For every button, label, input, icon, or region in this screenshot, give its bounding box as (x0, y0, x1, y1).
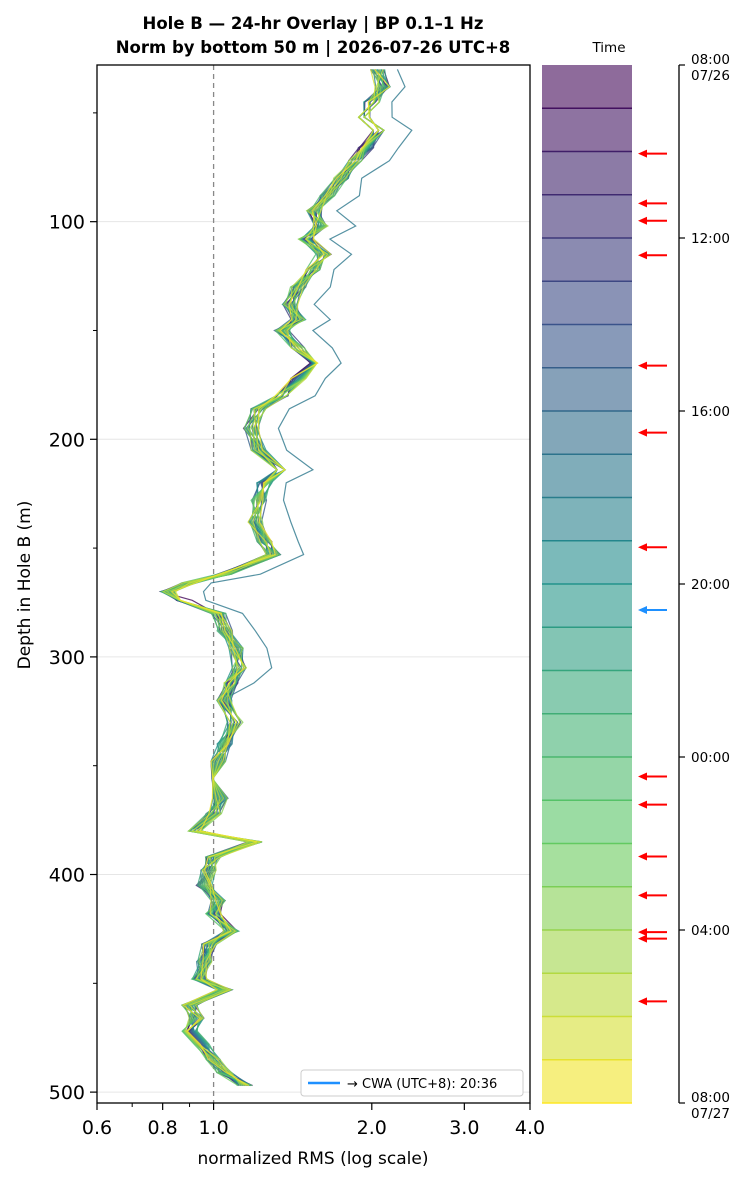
legend-box (300, 1069, 524, 1097)
y-tick-label: 400 (49, 865, 85, 887)
x-tick-label: 3.0 (449, 1117, 479, 1139)
colorbar-bin (542, 584, 632, 628)
colorbar-bin (542, 281, 632, 325)
x-axis-ticks: 0.6 0.8 1.0 2.0 3.0 4.0 (82, 1103, 545, 1139)
chart-title-line2: Norm by bottom 50 m | 2026-07-26 UTC+8 (116, 38, 511, 58)
event-arrow-head (638, 934, 647, 943)
colorbar-bin (542, 886, 632, 930)
colorbar-tick-label: 16:00 (691, 404, 730, 420)
colorbar-bin (542, 454, 632, 498)
y-axis-ticks: 100 200 300 400 500 (49, 112, 97, 1104)
colorbar-bin (542, 1059, 632, 1103)
y-tick-label: 500 (49, 1082, 85, 1104)
x-tick-label: 1.0 (198, 1117, 228, 1139)
colorbar-bin (542, 194, 632, 238)
colorbar-tick-label: 20:00 (691, 577, 730, 593)
colorbar-event-arrows (638, 149, 667, 1006)
event-arrow-head (638, 928, 647, 937)
x-axis-label: normalized RMS (log scale) (198, 1149, 429, 1169)
colorbar-bin (542, 65, 632, 109)
colorbar-ticks: 08:0007/2612:0016:0020:0000:0004:0008:00… (679, 52, 730, 1122)
event-arrow-head (638, 251, 647, 260)
colorbar (542, 65, 632, 1104)
y-axis-label: Depth in Hole B (m) (15, 501, 35, 670)
colorbar-bin (542, 713, 632, 757)
colorbar-tick-sublabel: 07/26 (691, 68, 730, 84)
legend: → CWA (UTC+8): 20:36 (300, 1069, 524, 1097)
colorbar-bin (542, 973, 632, 1017)
event-arrow-head (638, 997, 647, 1006)
colorbar-bin (542, 627, 632, 671)
x-tick-label: 0.8 (148, 1117, 178, 1139)
y-tick-label: 100 (49, 212, 85, 234)
colorbar-bin (542, 497, 632, 541)
colorbar-label: Time (591, 40, 625, 56)
colorbar-bin (542, 238, 632, 282)
event-arrow-head (638, 800, 647, 809)
colorbar-bin (542, 757, 632, 801)
colorbar-tick-label: 00:00 (691, 750, 730, 766)
colorbar-bin (542, 800, 632, 844)
colorbar-tick-sublabel: 07/27 (691, 1106, 730, 1122)
colorbar-bin (542, 367, 632, 411)
highlight-arrow-head (638, 605, 647, 614)
event-arrow-head (638, 428, 647, 437)
x-tick-label: 2.0 (357, 1117, 387, 1139)
colorbar-bin (542, 108, 632, 152)
colorbar-bin (542, 1016, 632, 1060)
event-arrow-head (638, 852, 647, 861)
event-arrow-head (638, 361, 647, 370)
series-line-20 (165, 69, 380, 1087)
event-arrow-head (638, 216, 647, 225)
series-line-23 (170, 69, 391, 1087)
y-tick-label: 200 (49, 429, 85, 451)
plot-frame (96, 64, 531, 1104)
grid-lines (97, 221, 530, 1093)
event-arrow-head (638, 149, 647, 158)
colorbar-tick-label: 08:00 (691, 52, 730, 68)
colorbar-tick-label: 12:00 (691, 231, 730, 247)
chart-title-line1: Hole B — 24-hr Overlay | BP 0.1–1 Hz (143, 14, 484, 34)
colorbar-bin (542, 411, 632, 455)
colorbar-bin (542, 670, 632, 714)
colorbar-bin (542, 843, 632, 887)
colorbar-tick-label: 08:00 (691, 1090, 730, 1106)
event-arrow-head (638, 199, 647, 208)
x-tick-label: 0.6 (82, 1117, 112, 1139)
event-arrow-head (638, 891, 647, 900)
legend-label: → CWA (UTC+8): 20:36 (347, 1077, 497, 1092)
event-arrow-head (638, 543, 647, 552)
colorbar-bin (542, 540, 632, 584)
colorbar-bin (542, 930, 632, 974)
plot-area: 0.6 0.8 1.0 2.0 3.0 4.0 100 200 300 400 500 (49, 64, 545, 1139)
colorbar-tick-label: 04:00 (691, 923, 730, 939)
y-tick-label: 300 (49, 647, 85, 669)
series-group (158, 68, 413, 1087)
event-arrow-head (638, 772, 647, 781)
colorbar-bin (542, 324, 632, 368)
x-tick-label: 4.0 (515, 1117, 545, 1139)
colorbar-bin (542, 151, 632, 195)
